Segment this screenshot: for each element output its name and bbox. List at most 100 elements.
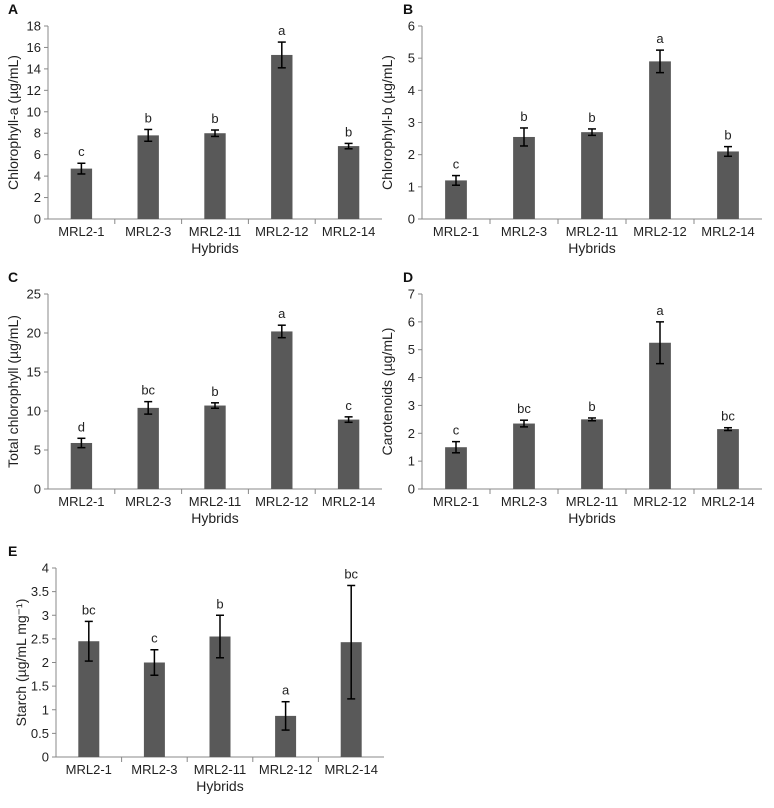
panel-b-y-axis-title: Chlorophyll-b (µg/mL) — [379, 55, 395, 190]
panel-b-x-tick-label: MRL2-3 — [501, 224, 547, 239]
panel-e-bar-mrl2-12 — [275, 715, 297, 757]
panel-a-bar-mrl2-14 — [337, 146, 360, 219]
panel-d-y-tick-label: 7 — [408, 287, 415, 302]
panel-e-y-tick-label: 3 — [42, 608, 49, 623]
panel-c-x-axis-title: Hybrids — [191, 510, 238, 526]
panel-d-bar-mrl2-1 — [445, 447, 467, 489]
panel-d-label: D — [403, 269, 413, 285]
panel-c-x-tick-label: MRL2-12 — [255, 494, 308, 509]
panel-a-y-tick-label: 18 — [27, 19, 41, 34]
panel-c-x-tick-label: MRL2-1 — [58, 494, 104, 509]
panel-b-bar-mrl2-1 — [445, 180, 467, 219]
panel-b-significance-letter: c — [453, 157, 460, 172]
panel-e-significance-letter: bc — [344, 566, 358, 581]
panel-c-bar-mrl2-14 — [337, 419, 360, 489]
panel-e-label: E — [8, 543, 17, 559]
panel-a-bar-mrl2-1 — [70, 168, 93, 219]
panel-c-y-tick-label: 10 — [27, 404, 41, 419]
panel-c-y-tick-label: 0 — [34, 482, 41, 497]
panel-d-x-axis-title: Hybrids — [568, 510, 615, 526]
panel-b-bar-mrl2-11 — [581, 132, 603, 219]
panel-a-y-tick-label: 16 — [27, 40, 41, 55]
panel-b-bar-mrl2-14 — [717, 151, 739, 219]
panel-a-label: A — [8, 1, 18, 17]
panel-a-bar-mrl2-3 — [137, 135, 159, 219]
panel-a-y-tick-label: 4 — [34, 169, 41, 184]
panel-d-y-tick-label: 0 — [408, 482, 415, 497]
panel-e-y-tick-label: 0.5 — [31, 726, 49, 741]
panel-b-significance-letter: b — [520, 109, 527, 124]
panel-a-x-tick-label: MRL2-1 — [58, 224, 104, 239]
panel-e-y-tick-label: 0 — [42, 750, 49, 765]
panel-a-x-axis-title: Hybrids — [191, 240, 238, 256]
panel-a-bar-mrl2-12 — [271, 54, 293, 220]
panel-b-significance-letter: b — [724, 128, 731, 143]
panel-d-significance-letter: a — [656, 303, 664, 318]
panel-b-y-tick-label: 1 — [408, 179, 415, 194]
panel-d-bar-mrl2-12 — [649, 342, 671, 489]
panel-c-significance-letter: a — [278, 306, 286, 321]
panel-e-significance-letter: a — [282, 683, 290, 698]
panel-a-x-tick-label: MRL2-3 — [125, 224, 171, 239]
panel-c-bar-mrl2-3 — [137, 407, 159, 489]
panel-c-significance-letter: bc — [141, 383, 155, 398]
panel-d-significance-letter: bc — [721, 409, 735, 424]
panel-e-x-tick-label: MRL2-14 — [324, 762, 377, 777]
panel-b-bar-mrl2-3 — [513, 136, 535, 219]
panel-a-y-tick-label: 8 — [34, 126, 41, 141]
panel-e-bar-mrl2-3 — [143, 662, 165, 757]
panel-b-x-tick-label: MRL2-12 — [633, 224, 686, 239]
panel-c-label: C — [8, 269, 18, 285]
panel-c-y-tick-label: 15 — [27, 365, 41, 380]
panel-c-bar-mrl2-11 — [204, 405, 226, 489]
panel-e-y-tick-label: 1 — [42, 702, 49, 717]
panel-c-significance-letter: d — [78, 419, 85, 434]
panel-d-y-tick-label: 1 — [408, 454, 415, 469]
panel-d-x-tick-label: MRL2-11 — [566, 494, 619, 509]
panel-e-y-tick-label: 2.5 — [31, 631, 49, 646]
panel-e-y-tick-label: 2 — [42, 655, 49, 670]
panel-b-y-tick-label: 6 — [408, 19, 415, 34]
panel-d-x-tick-label: MRL2-3 — [501, 494, 547, 509]
panel-d-y-axis-title: Carotenoids (µg/mL) — [379, 328, 395, 456]
panel-b-y-tick-label: 0 — [408, 212, 415, 227]
panel-a-bar-mrl2-11 — [204, 133, 226, 219]
panel-a-y-tick-label: 6 — [34, 147, 41, 162]
panel-b-y-tick-label: 4 — [408, 83, 415, 98]
panel-e-bar-mrl2-11 — [209, 636, 231, 757]
panel-a-significance-letter: c — [78, 144, 85, 159]
panel-a-y-axis-title: Chlorophyll-a (µg/mL) — [5, 55, 21, 190]
panel-b-x-tick-label: MRL2-14 — [701, 224, 754, 239]
panel-b-y-tick-label: 2 — [408, 147, 415, 162]
panel-b-significance-letter: a — [656, 31, 664, 46]
panel-e-y-axis-title: Starch (µg/mL mg⁻¹) — [13, 599, 29, 727]
panel-d-x-tick-label: MRL2-1 — [433, 494, 479, 509]
panel-a-significance-letter: a — [278, 23, 286, 38]
panel-b-y-tick-label: 5 — [408, 51, 415, 66]
panel-d-significance-letter: c — [453, 423, 460, 438]
panel-d-y-tick-label: 3 — [408, 398, 415, 413]
panel-b-bar-mrl2-12 — [649, 61, 671, 220]
panel-c-significance-letter: c — [345, 398, 352, 413]
panel-d-x-tick-label: MRL2-14 — [701, 494, 754, 509]
panel-c-significance-letter: b — [211, 384, 218, 399]
panel-c-bar-mrl2-1 — [70, 442, 93, 489]
panel-c-x-tick-label: MRL2-14 — [322, 494, 375, 509]
panel-c-y-axis-title: Total chlorophyll (µg/mL) — [5, 315, 21, 468]
panel-d-y-tick-label: 6 — [408, 314, 415, 329]
panel-e-bar-mrl2-1 — [78, 641, 100, 757]
panel-a-y-tick-label: 2 — [34, 190, 41, 205]
panel-a-significance-letter: b — [345, 124, 352, 139]
panel-c-x-tick-label: MRL2-11 — [189, 494, 242, 509]
panel-b-x-tick-label: MRL2-1 — [433, 224, 479, 239]
panel-d-significance-letter: bc — [517, 401, 531, 416]
panel-e-significance-letter: bc — [82, 602, 96, 617]
panel-d-y-tick-label: 2 — [408, 426, 415, 441]
panel-e-y-tick-label: 4 — [42, 561, 49, 576]
panel-c-y-tick-label: 20 — [27, 326, 41, 341]
panel-d-significance-letter: b — [588, 399, 595, 414]
panel-a-y-tick-label: 10 — [27, 104, 41, 119]
panel-c-y-tick-label: 25 — [27, 287, 41, 302]
panel-d-bar-mrl2-14 — [717, 429, 739, 489]
